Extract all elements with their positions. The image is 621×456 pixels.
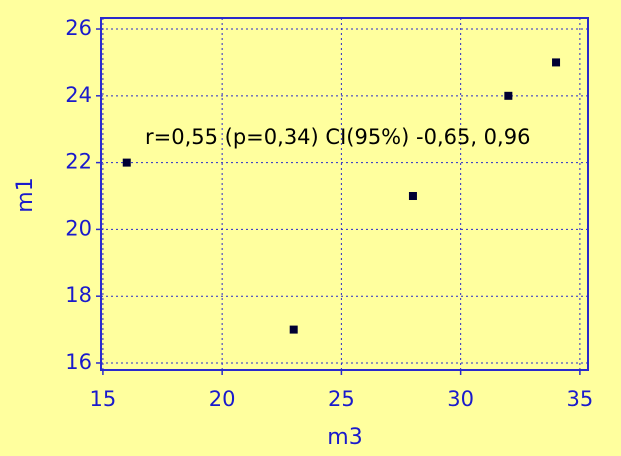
- y-tick-label: 26: [65, 16, 92, 40]
- x-tick-label: 30: [447, 387, 474, 411]
- point: [552, 58, 561, 67]
- y-tick-label: 16: [65, 350, 92, 374]
- point: [408, 192, 417, 201]
- x-tick-label: 35: [567, 387, 594, 411]
- annotation: r=0,55 (p=0,34) CI(95%) -0,65, 0,96: [145, 125, 530, 149]
- y-tick-label: 18: [65, 283, 92, 307]
- y-tick-label: 24: [65, 83, 92, 107]
- x-tick-label: 25: [328, 387, 355, 411]
- y-axis-label: m1: [13, 177, 38, 212]
- y-tick-label: 20: [65, 216, 92, 240]
- point: [122, 158, 131, 167]
- x-axis-label: m3: [327, 425, 362, 450]
- plot-frame: [100, 17, 589, 371]
- point: [504, 91, 513, 100]
- point: [289, 325, 298, 334]
- x-tick-label: 20: [209, 387, 236, 411]
- y-tick-label: 22: [65, 150, 92, 174]
- x-tick-label: 15: [90, 387, 117, 411]
